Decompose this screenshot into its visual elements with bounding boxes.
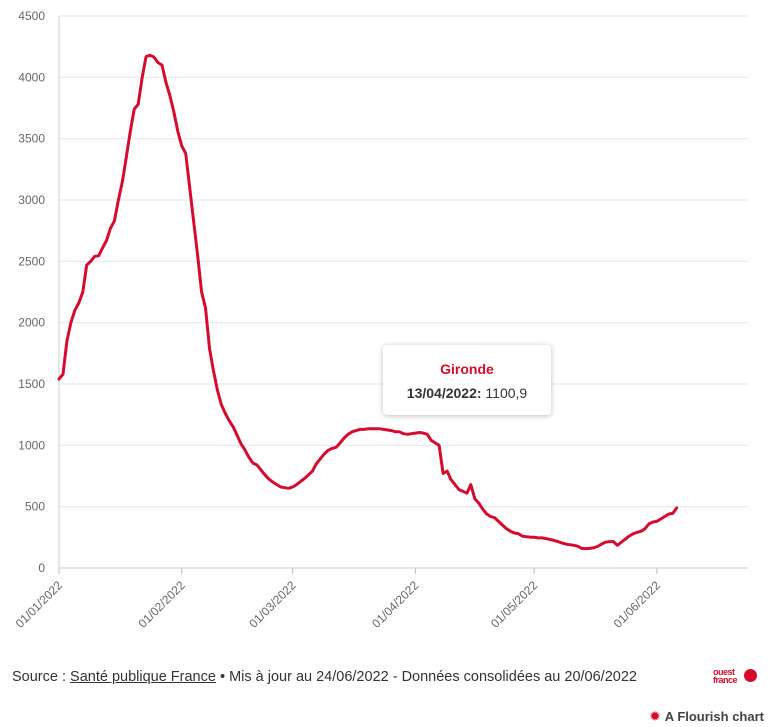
y-tick-label: 2000 (18, 316, 45, 330)
y-tick-label: 4000 (18, 70, 45, 84)
source-prefix: Source : (12, 669, 71, 685)
x-tick-label: 01/02/2022 (136, 578, 189, 631)
source-details: • Mis à jour au 24/06/2022 - Données con… (215, 669, 637, 685)
tooltip-value-line: 13/04/2022: 1100,9 (383, 385, 551, 401)
flourish-star-icon: ✹ (649, 708, 661, 724)
logo-line2: france (713, 675, 738, 685)
y-tick-label: 0 (38, 561, 45, 575)
tooltip-date: 13/04/2022: (406, 385, 482, 401)
series-layer (57, 53, 679, 551)
y-tick-label: 3500 (18, 132, 45, 146)
x-tick-label: 01/01/2022 (13, 578, 66, 631)
y-tick-label: 1500 (18, 377, 45, 391)
series-line-gironde (57, 53, 679, 551)
line-chart: 0 500 1000 1500 2000 2500 3000 3500 4000 4500 01/… (13, 9, 748, 631)
logo-mark-icon (744, 669, 757, 682)
flourish-label: A Flourish chart (664, 709, 764, 724)
source-link[interactable]: Santé publique France (70, 669, 216, 685)
tooltip-value: 1100,9 (485, 385, 528, 401)
x-tick-label: 01/04/2022 (369, 578, 422, 631)
x-tick-label: 01/06/2022 (611, 578, 664, 631)
y-tick-label: 1000 (18, 438, 45, 452)
y-tick-label: 500 (25, 500, 45, 514)
tooltip: Gironde 13/04/2022: 1100,9 (383, 345, 551, 415)
ouest-france-logo[interactable]: ouest france (713, 668, 757, 686)
y-tick-label: 3000 (18, 193, 45, 207)
source-footer: Source : Santé publique France • Mis à j… (12, 669, 637, 685)
flourish-credit[interactable]: ✹ A Flourish chart (649, 708, 764, 725)
x-tick-label: 01/05/2022 (488, 578, 541, 631)
logo-line1: ouest (713, 667, 735, 677)
logo-text: ouest france (713, 667, 738, 685)
tooltip-title: Gironde (440, 361, 494, 377)
x-tick-label: 01/03/2022 (246, 578, 299, 631)
y-axis: 0 500 1000 1500 2000 2500 3000 3500 4000 4500 (18, 9, 60, 575)
y-tick-label: 4500 (18, 9, 45, 23)
x-axis: 01/01/2022 01/02/2022 01/03/2022 01/04/2022… (13, 568, 664, 631)
y-tick-label: 2500 (18, 254, 45, 268)
chart-grid (59, 15, 748, 569)
